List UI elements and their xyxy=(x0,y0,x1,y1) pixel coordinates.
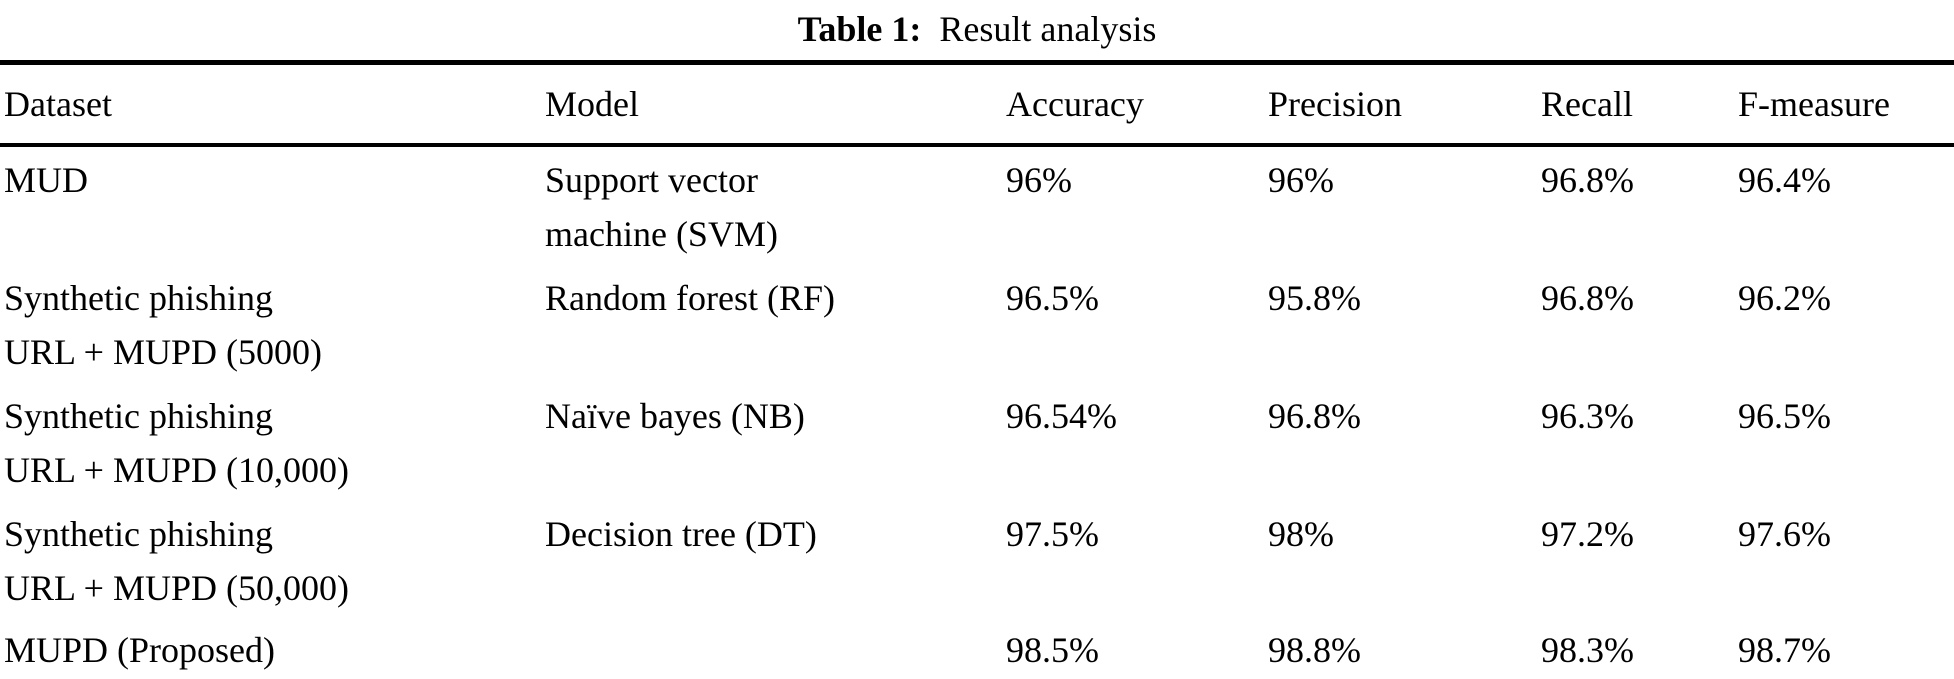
table-row: Synthetic phishing URL + MUPD (5000) Ran… xyxy=(0,265,1954,383)
cell-fmeasure: 98.7% xyxy=(1738,630,1831,670)
column-header-precision: Precision xyxy=(1264,62,1537,147)
cell-model: Decision tree (DT) xyxy=(545,514,817,554)
cell-fmeasure: 97.6% xyxy=(1738,514,1831,554)
cell-dataset: MUPD (Proposed) xyxy=(4,630,276,670)
cell-model xyxy=(541,619,1002,679)
table-caption-label: Table 1: xyxy=(797,9,922,49)
cell-dataset: Synthetic phishing URL + MUPD (50,000) xyxy=(4,514,349,608)
cell-recall: 97.2% xyxy=(1541,514,1634,554)
table-body: MUD Support vector machine (SVM) 96% 96%… xyxy=(0,145,1954,679)
cell-model: Support vector machine (SVM) xyxy=(545,160,778,254)
cell-accuracy: 96% xyxy=(1006,160,1072,200)
cell-recall: 96.3% xyxy=(1541,396,1634,436)
cell-precision: 98.8% xyxy=(1268,630,1361,670)
cell-fmeasure: 96.4% xyxy=(1738,160,1831,200)
column-header-model: Model xyxy=(541,62,1002,147)
column-header-accuracy: Accuracy xyxy=(1002,62,1264,147)
cell-precision: 96.8% xyxy=(1268,396,1361,436)
results-table: Dataset Model Accuracy Precision Recall … xyxy=(0,60,1954,679)
cell-dataset: Synthetic phishing URL + MUPD (5000) xyxy=(4,278,322,372)
cell-model: Naïve bayes (NB) xyxy=(545,396,805,436)
cell-fmeasure: 96.2% xyxy=(1738,278,1831,318)
cell-model: Random forest (RF) xyxy=(545,278,835,318)
cell-dataset: MUD xyxy=(4,160,89,200)
table-header: Dataset Model Accuracy Precision Recall … xyxy=(0,62,1954,147)
cell-accuracy: 97.5% xyxy=(1006,514,1099,554)
cell-precision: 95.8% xyxy=(1268,278,1361,318)
column-header-fmeasure: F-measure xyxy=(1734,62,1954,147)
table-caption: Table 1: Result analysis xyxy=(0,0,1954,60)
table-caption-title: Result analysis xyxy=(939,9,1157,49)
cell-accuracy: 98.5% xyxy=(1006,630,1099,670)
cell-fmeasure: 96.5% xyxy=(1738,396,1831,436)
cell-precision: 96% xyxy=(1268,160,1334,200)
cell-dataset: Synthetic phishing URL + MUPD (10,000) xyxy=(4,396,349,490)
table-row: MUPD (Proposed) 98.5% 98.8% 98.3% 98.7% xyxy=(0,619,1954,679)
table-row: MUD Support vector machine (SVM) 96% 96%… xyxy=(0,145,1954,265)
cell-accuracy: 96.54% xyxy=(1006,396,1117,436)
cell-accuracy: 96.5% xyxy=(1006,278,1099,318)
cell-recall: 96.8% xyxy=(1541,278,1634,318)
cell-recall: 98.3% xyxy=(1541,630,1634,670)
header-row: Dataset Model Accuracy Precision Recall … xyxy=(0,62,1954,147)
table-row: Synthetic phishing URL + MUPD (50,000) D… xyxy=(0,501,1954,619)
column-header-dataset: Dataset xyxy=(0,62,541,147)
cell-recall: 96.8% xyxy=(1541,160,1634,200)
table-row: Synthetic phishing URL + MUPD (10,000) N… xyxy=(0,383,1954,501)
cell-precision: 98% xyxy=(1268,514,1334,554)
column-header-recall: Recall xyxy=(1537,62,1734,147)
